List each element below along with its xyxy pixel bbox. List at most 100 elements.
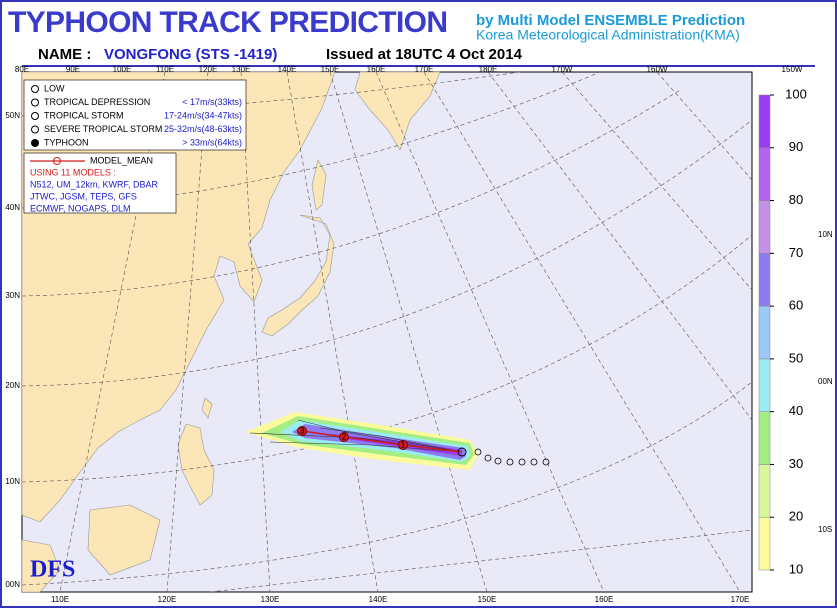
lon-label: 160W bbox=[647, 65, 668, 74]
past-position bbox=[484, 454, 492, 462]
colorbar-label: 90 bbox=[789, 139, 803, 154]
track-point bbox=[297, 426, 307, 436]
legend-name: TROPICAL STORM bbox=[44, 110, 124, 120]
past-track bbox=[474, 448, 550, 466]
lon-label: 150E bbox=[478, 595, 497, 604]
past-position bbox=[474, 448, 482, 456]
model-tracks bbox=[249, 419, 463, 453]
lon-label: 90E bbox=[66, 65, 80, 74]
colorbar-label: 80 bbox=[789, 192, 803, 207]
lon-label: 120E bbox=[158, 595, 177, 604]
land bbox=[354, 71, 441, 151]
lon-label: 100E bbox=[113, 65, 132, 74]
model-line: ECMWF, NOGAPS, DLM bbox=[30, 203, 131, 213]
past-position bbox=[506, 458, 514, 466]
lat-label: 00N bbox=[5, 580, 20, 589]
lat-label: 50N bbox=[5, 111, 20, 120]
colorbar-label: 40 bbox=[789, 403, 803, 418]
colorbar-segment bbox=[758, 253, 771, 307]
model-line: N512, UM_12km, KWRF, DBAR bbox=[30, 179, 159, 189]
models-box bbox=[23, 152, 177, 214]
colorbar-segment bbox=[758, 464, 771, 518]
lon-label: 140E bbox=[369, 595, 388, 604]
lon-label: 160E bbox=[595, 595, 614, 604]
track-label: 2 bbox=[342, 433, 347, 442]
legend-symbol bbox=[31, 85, 39, 93]
lat-label: 40N bbox=[5, 203, 20, 212]
lat-label: 30N bbox=[5, 291, 20, 300]
lon-label: 110E bbox=[51, 595, 69, 604]
legend-symbol bbox=[31, 125, 39, 134]
mean-label: MODEL_MEAN bbox=[90, 155, 153, 165]
name-label: NAME : bbox=[38, 46, 91, 63]
legend-symbol bbox=[31, 139, 39, 147]
lat-label: 00N bbox=[818, 377, 833, 386]
legend-name: LOW bbox=[44, 83, 65, 93]
track-point bbox=[398, 440, 408, 450]
colorbar-segment bbox=[758, 358, 771, 412]
lon-label: 170W bbox=[552, 65, 573, 74]
legend-symbol bbox=[31, 98, 39, 107]
legend-range: 17-24m/s(34-47kts) bbox=[164, 110, 242, 120]
legend-box bbox=[23, 79, 247, 151]
legend-range: > 33m/s(64kts) bbox=[182, 137, 242, 147]
lon-label: 80E bbox=[15, 65, 29, 74]
legend: LOW TROPICAL DEPRESSION < 17m/s(33kts) TROP… bbox=[31, 83, 242, 147]
land bbox=[261, 159, 335, 337]
lon-label: 170E bbox=[415, 65, 434, 74]
colorbar-label: 10 bbox=[789, 561, 803, 576]
lat-label: 20N bbox=[5, 381, 20, 390]
lat-label: 10N bbox=[818, 230, 833, 239]
lat-label: 10N bbox=[5, 477, 20, 486]
model-line: JTWC, JGSM, TEPS, GFS bbox=[30, 191, 137, 201]
models-heading: USING 11 MODELS : bbox=[30, 167, 116, 177]
lon-label: 130E bbox=[232, 65, 251, 74]
colorbar: 10 20 30 40 50 60 70 80 90 100 bbox=[758, 86, 807, 576]
past-position bbox=[494, 457, 502, 465]
colorbar-label: 60 bbox=[789, 298, 803, 313]
subtitle: by Multi Model ENSEMBLE Prediction bbox=[476, 12, 745, 29]
track-point bbox=[339, 432, 349, 442]
past-position bbox=[542, 458, 550, 466]
mean-symbol bbox=[53, 157, 61, 165]
legend-symbol bbox=[31, 112, 39, 120]
lon-label: 110E bbox=[156, 65, 174, 74]
lon-label: 170E bbox=[731, 595, 750, 604]
colorbar-label: 100 bbox=[785, 86, 807, 101]
lat-label: 10S bbox=[818, 525, 832, 534]
colorbar-segment bbox=[758, 200, 771, 254]
legend-range: 25-32m/s(48-63kts) bbox=[164, 124, 242, 134]
lon-label: 120E bbox=[199, 65, 218, 74]
legend-name: TYPHOON bbox=[44, 137, 89, 147]
track-label: 3 bbox=[300, 427, 305, 436]
lon-label: 140E bbox=[278, 65, 297, 74]
lon-label: 150W bbox=[782, 65, 803, 74]
lon-label: 180E bbox=[479, 65, 498, 74]
colorbar-label: 30 bbox=[789, 456, 803, 471]
colorbar-segment bbox=[758, 305, 771, 360]
colorbar-label: 50 bbox=[789, 350, 803, 365]
legend-range: < 17m/s(33kts) bbox=[182, 97, 242, 107]
mean-track bbox=[301, 430, 463, 453]
past-position bbox=[518, 458, 526, 466]
subtitle: Korea Meteorological Administration(KMA) bbox=[476, 27, 740, 43]
title: TYPHOON TRACK PREDICTION bbox=[8, 6, 448, 39]
legend-name: TROPICAL DEPRESSION bbox=[44, 97, 150, 107]
colorbar-segment bbox=[758, 516, 771, 571]
past-position bbox=[530, 458, 538, 466]
track-label: 1 bbox=[401, 441, 406, 450]
current-position bbox=[457, 447, 467, 457]
land bbox=[21, 397, 215, 593]
colorbar-segment bbox=[758, 147, 771, 201]
logo: DFS bbox=[30, 557, 75, 583]
graticule bbox=[21, 71, 753, 593]
storm-name: VONGFONG (STS -1419) bbox=[104, 46, 277, 63]
colorbar-segment bbox=[758, 94, 771, 149]
model-list: N512, UM_12km, KWRF, DBAR JTWC, JGSM, TEP… bbox=[30, 179, 159, 213]
issued: Issued at 18UTC 4 Oct 2014 bbox=[326, 46, 523, 63]
lon-label: 150E bbox=[321, 65, 340, 74]
colorbar-segment bbox=[758, 411, 771, 465]
legend-name: SEVERE TROPICAL STORM bbox=[44, 124, 162, 134]
colorbar-label: 20 bbox=[789, 509, 803, 524]
